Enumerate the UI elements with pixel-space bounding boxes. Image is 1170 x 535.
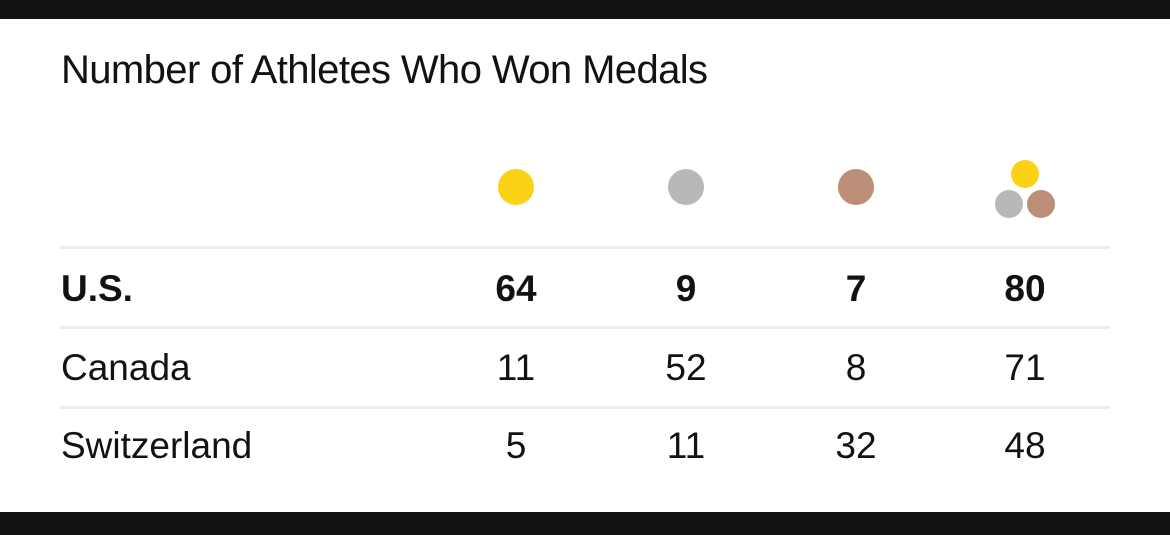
medal-header bbox=[0, 145, 1170, 235]
cell-canada-silver: 52 bbox=[665, 347, 707, 388]
cell-canada-gold: 11 bbox=[496, 347, 536, 388]
row-country-switzerland: Switzerland bbox=[61, 425, 253, 466]
row-divider bbox=[60, 406, 1110, 409]
cell-switzerland-bronze: 32 bbox=[835, 425, 877, 466]
total-gold-dot bbox=[1011, 160, 1039, 188]
total-silver-dot bbox=[995, 190, 1023, 218]
chart-title: Number of Athletes Who Won Medals bbox=[61, 48, 708, 92]
header-divider bbox=[60, 246, 1110, 249]
gold-medal-icon bbox=[498, 169, 534, 205]
cell-switzerland-silver: 11 bbox=[666, 425, 706, 466]
cell-canada-bronze: 8 bbox=[845, 347, 867, 388]
cell-us-bronze: 7 bbox=[845, 268, 867, 309]
chart-frame bbox=[0, 19, 1170, 512]
cell-switzerland-gold: 5 bbox=[505, 425, 527, 466]
row-divider bbox=[60, 326, 1110, 329]
silver-medal-icon bbox=[668, 169, 704, 205]
cell-us-total: 80 bbox=[1004, 268, 1046, 309]
row-country-canada: Canada bbox=[61, 347, 191, 388]
bronze-medal-icon bbox=[838, 169, 874, 205]
total-bronze-dot bbox=[1027, 190, 1055, 218]
cell-us-gold: 64 bbox=[495, 268, 537, 309]
cell-canada-total: 71 bbox=[1004, 347, 1046, 388]
row-country-us: U.S. bbox=[61, 268, 133, 309]
cell-switzerland-total: 48 bbox=[1004, 425, 1046, 466]
cell-us-silver: 9 bbox=[675, 268, 697, 309]
